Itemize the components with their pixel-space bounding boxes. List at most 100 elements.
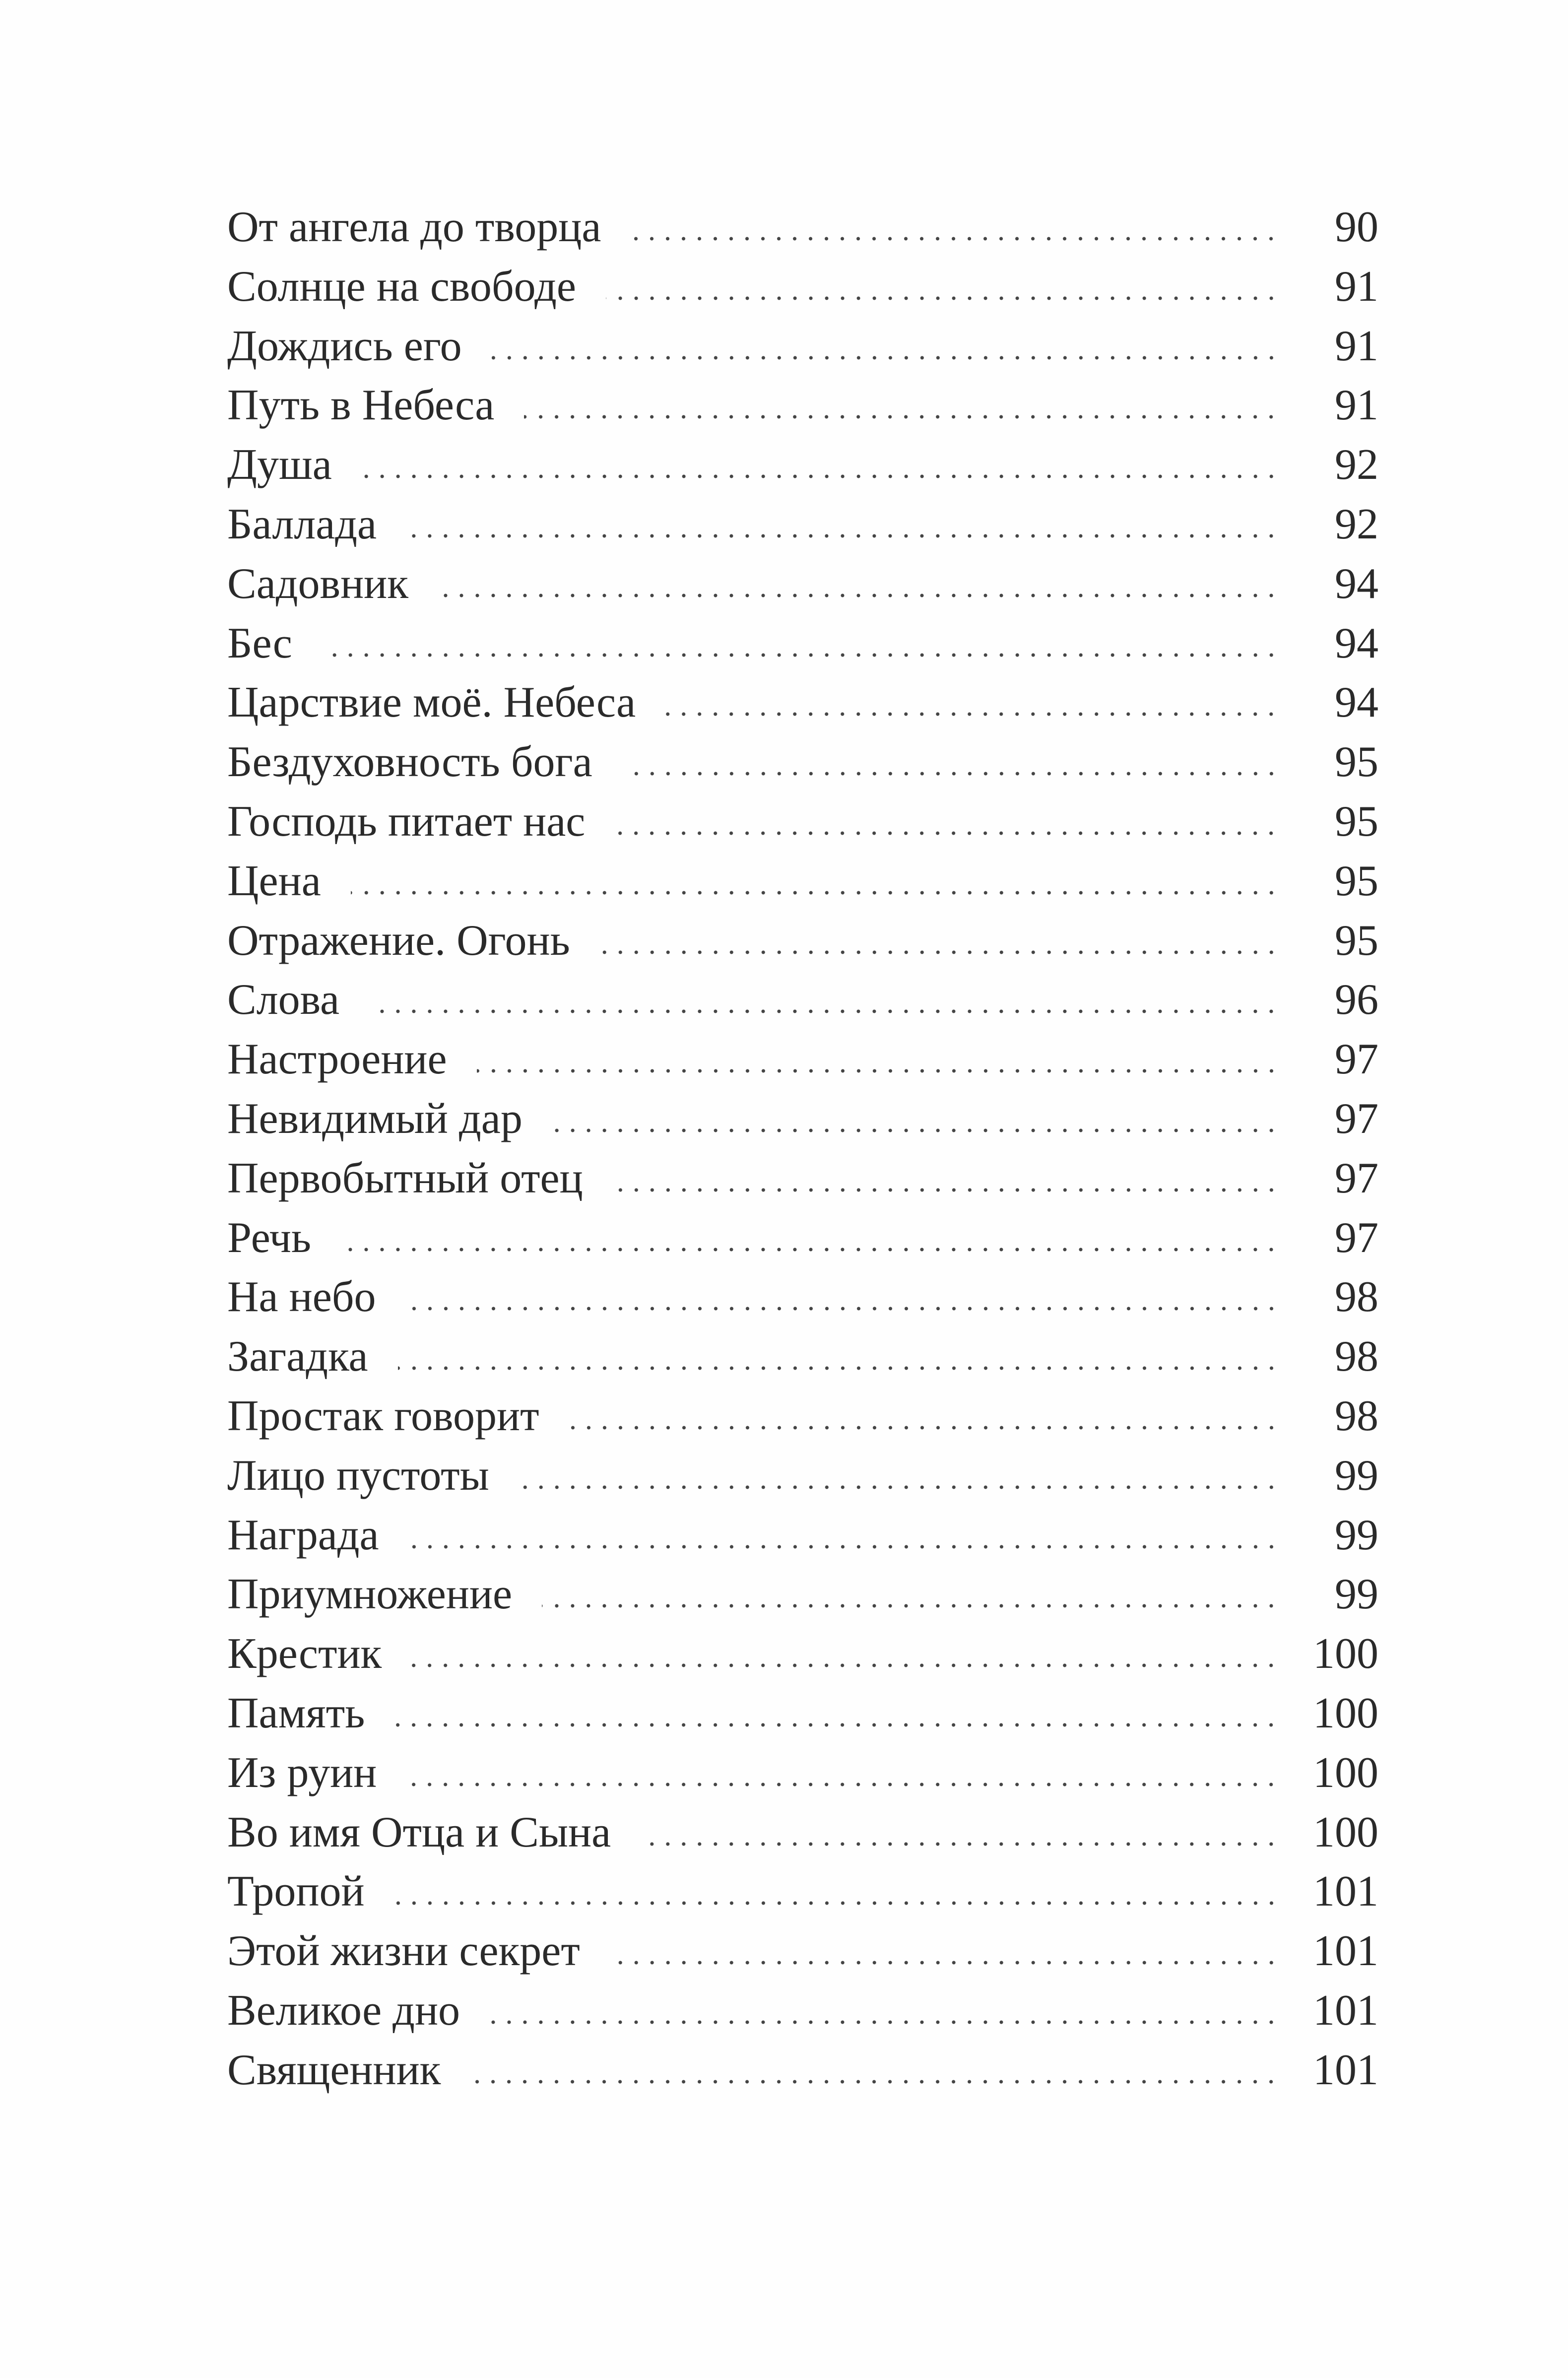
toc-entry: Солнце на свободе 91 [227, 257, 1378, 317]
toc-entry-page: 94 [1335, 678, 1378, 727]
dot-leader [411, 1663, 1279, 1668]
dot-leader [519, 1484, 1279, 1490]
toc-entry-title: Невидимый дар [227, 1094, 523, 1143]
toc-entry-page: 96 [1335, 976, 1378, 1024]
dot-leader [641, 1841, 1279, 1847]
dot-leader [491, 355, 1279, 360]
dot-leader [361, 474, 1279, 479]
toc-entry-page: 97 [1335, 1094, 1378, 1143]
toc-entry: Цена 95 [227, 852, 1378, 911]
toc-entry-page: 100 [1313, 1689, 1378, 1737]
toc-entry: Путь в Небеса 91 [227, 376, 1378, 435]
toc-entry-page: 94 [1335, 619, 1378, 667]
toc-entry: Баллада 92 [227, 495, 1378, 554]
toc-entry-page: 97 [1335, 1035, 1378, 1084]
toc-entry: Первобытный отец 97 [227, 1149, 1378, 1208]
toc-entry-page: 91 [1335, 262, 1378, 311]
toc-entry: Настроение 97 [227, 1030, 1378, 1089]
toc-entry-page: 101 [1313, 1867, 1378, 1916]
dot-leader [405, 1306, 1279, 1312]
dot-leader [631, 236, 1279, 241]
dot-leader [350, 890, 1279, 895]
toc-entry-title: Отражение. Огонь [227, 916, 570, 965]
toc-entry: Загадка 98 [227, 1327, 1378, 1387]
toc-entry-page: 100 [1313, 1748, 1378, 1797]
toc-entry-title: Путь в Небеса [227, 381, 495, 430]
toc-entry-page: 99 [1335, 1511, 1378, 1559]
toc-entry-title: Душа [227, 441, 332, 489]
toc-entry-page: 95 [1335, 857, 1378, 905]
dot-leader [476, 1068, 1279, 1074]
dot-leader [438, 593, 1279, 598]
toc-entry: Лицо пустоты 99 [227, 1446, 1378, 1506]
toc-entry-title: Приумножение [227, 1570, 513, 1619]
dot-leader [552, 1127, 1279, 1133]
toc-entry-page: 98 [1335, 1391, 1378, 1440]
dot-leader [622, 771, 1279, 777]
toc-entry-page: 98 [1335, 1332, 1378, 1381]
dot-leader [665, 712, 1279, 717]
toc-entry-title: От ангела до творца [227, 203, 601, 251]
toc-entry-page: 100 [1313, 1808, 1378, 1856]
toc-entry: Священник 101 [227, 2041, 1378, 2100]
toc-entry: Слова 96 [227, 970, 1378, 1030]
toc-entry-title: Великое дно [227, 1986, 460, 2035]
toc-entry-page: 92 [1335, 441, 1378, 489]
toc-entry: Из руин 100 [227, 1743, 1378, 1803]
dot-leader [605, 295, 1279, 301]
toc-entry-page: 92 [1335, 500, 1378, 548]
toc-entry-page: 101 [1313, 1986, 1378, 2035]
toc-entry-title: Настроение [227, 1035, 447, 1084]
toc-entry: Во имя Отца и Сына 100 [227, 1803, 1378, 1862]
dot-leader [408, 1544, 1279, 1549]
toc-entry-page: 94 [1335, 559, 1378, 608]
dot-leader [615, 830, 1279, 836]
toc-entry-title: Награда [227, 1511, 379, 1559]
dot-leader [394, 1901, 1279, 1906]
toc-entry-title: Садовник [227, 559, 409, 608]
toc-entry-page: 100 [1313, 1630, 1378, 1678]
toc-entry-title: Тропой [227, 1867, 365, 1916]
toc-entry-page: 91 [1335, 381, 1378, 430]
toc-entry-title: Слова [227, 976, 340, 1024]
dot-leader [397, 1366, 1279, 1371]
toc-entry-title: Загадка [227, 1332, 368, 1381]
toc-entry-page: 95 [1335, 797, 1378, 846]
toc-entry-title: Бес [227, 619, 292, 667]
dot-leader [406, 1782, 1279, 1787]
toc-entry: Простак говорит 98 [227, 1387, 1378, 1446]
toc-entry-page: 91 [1335, 322, 1378, 370]
toc-entry: Отражение. Огонь 95 [227, 911, 1378, 971]
toc-entry: Бес 94 [227, 614, 1378, 673]
toc-entry-title: Царствие моё. Небеса [227, 678, 636, 727]
toc-entry: Крестик 100 [227, 1624, 1378, 1684]
toc-entry-title: Господь питает нас [227, 797, 586, 846]
toc-entry-title: Лицо пустоты [227, 1451, 489, 1500]
toc-entry-title: Солнце на свободе [227, 262, 576, 311]
table-of-contents: От ангела до творца 90 Солнце на свободе 91… [227, 198, 1378, 2100]
toc-entry: От ангела до творца 90 [227, 198, 1378, 257]
toc-entry-title: На небо [227, 1273, 376, 1321]
dot-leader [490, 2019, 1279, 2025]
toc-entry: Душа 92 [227, 435, 1378, 495]
toc-entry-title: Речь [227, 1213, 312, 1262]
toc-entry: Этой жизни секрет 101 [227, 1921, 1378, 1981]
toc-entry: Память 100 [227, 1684, 1378, 1743]
toc-entry-title: Бездуховность бога [227, 738, 592, 787]
toc-entry-title: Цена [227, 857, 321, 905]
dot-leader [394, 1722, 1279, 1727]
toc-entry-page: 90 [1335, 203, 1378, 251]
toc-entry-title: Во имя Отца и Сына [227, 1808, 611, 1856]
dot-leader [406, 533, 1279, 538]
toc-entry-page: 101 [1313, 1927, 1378, 1976]
toc-entry: Дождись его 91 [227, 317, 1378, 376]
toc-entry-title: Первобытный отец [227, 1154, 583, 1202]
dot-leader [341, 1247, 1279, 1252]
dot-leader [609, 1960, 1279, 1966]
toc-entry-page: 99 [1335, 1451, 1378, 1500]
toc-entry: На небо 98 [227, 1267, 1378, 1327]
toc-entry: Господь питает нас 95 [227, 792, 1378, 852]
toc-entry: Царствие моё. Небеса 94 [227, 673, 1378, 732]
dot-leader [542, 1603, 1279, 1609]
toc-entry-title: Крестик [227, 1630, 382, 1678]
